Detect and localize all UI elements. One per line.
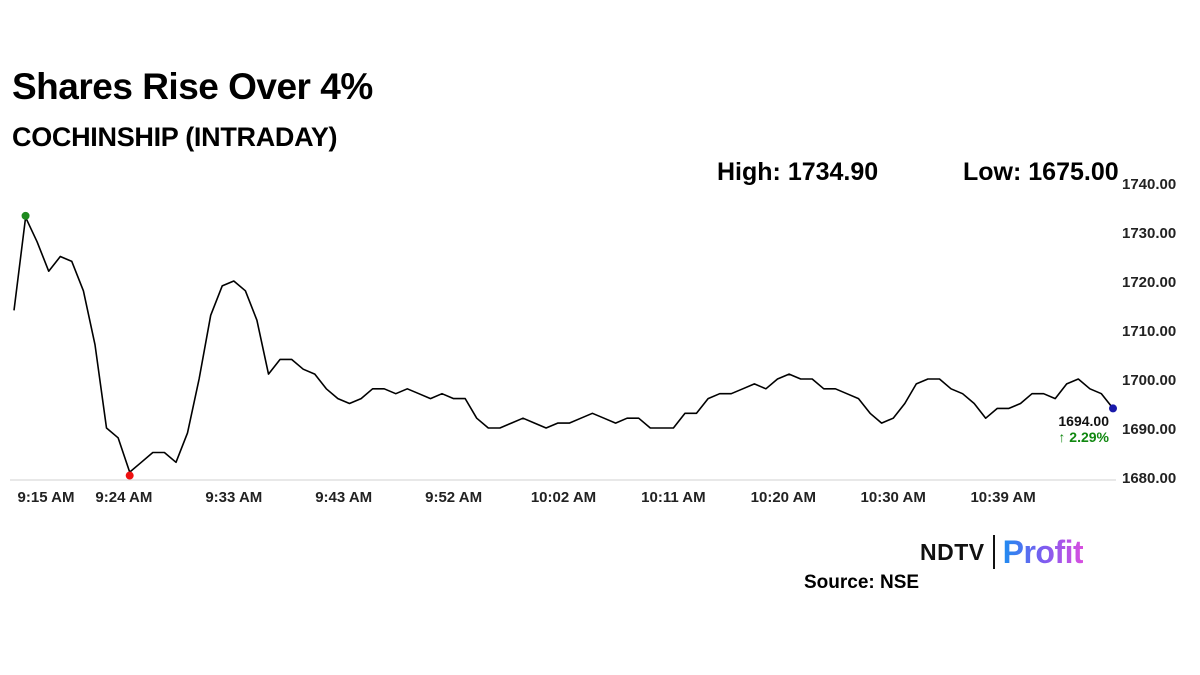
y-tick-label: 1720.00 xyxy=(1122,274,1176,291)
low-marker xyxy=(125,471,134,480)
x-tick-label: 10:02 AM xyxy=(531,489,596,506)
chart-title: Shares Rise Over 4% xyxy=(12,66,373,107)
x-tick-label: 10:39 AM xyxy=(970,489,1035,506)
y-axis: 1740.00 1730.00 1720.00 1710.00 1700.00 1690.… xyxy=(1122,176,1176,487)
y-tick-label: 1740.00 xyxy=(1122,176,1176,193)
high-marker xyxy=(21,211,30,220)
source-note: Source: NSE xyxy=(804,572,920,593)
y-tick-label: 1700.00 xyxy=(1122,372,1176,389)
y-tick-label: 1730.00 xyxy=(1122,225,1176,242)
x-tick-label: 9:24 AM xyxy=(95,489,152,506)
x-tick-label: 10:20 AM xyxy=(751,489,816,506)
low-value: Low: 1675.00 xyxy=(963,158,1119,186)
high-value: High: 1734.90 xyxy=(717,158,879,186)
x-tick-label: 10:30 AM xyxy=(861,489,926,506)
ndtv-profit-logo: NDTV Profit xyxy=(920,533,1084,571)
y-tick-label: 1690.00 xyxy=(1122,421,1176,438)
chart-subtitle: COCHINSHIP (INTRADAY) xyxy=(12,122,338,152)
last-price-label: 1694.00 xyxy=(1058,413,1109,429)
last-price-marker xyxy=(1109,404,1117,413)
x-tick-label: 9:33 AM xyxy=(205,489,262,506)
change-percent-label: ↑ 2.29% xyxy=(1058,429,1109,445)
logo-divider xyxy=(992,535,995,569)
x-tick-label: 9:15 AM xyxy=(18,489,75,506)
ndtv-wordmark: NDTV xyxy=(920,538,985,565)
price-line xyxy=(13,216,1114,473)
x-axis: 9:15 AM 9:24 AM 9:33 AM 9:43 AM 9:52 AM 10:02… xyxy=(18,489,1036,506)
x-tick-label: 10:11 AM xyxy=(641,489,705,506)
y-tick-label: 1680.00 xyxy=(1122,470,1176,487)
y-tick-label: 1710.00 xyxy=(1122,323,1176,340)
x-tick-label: 9:52 AM xyxy=(425,489,482,506)
profit-wordmark: Profit xyxy=(1002,533,1084,570)
x-tick-label: 9:43 AM xyxy=(315,489,372,506)
